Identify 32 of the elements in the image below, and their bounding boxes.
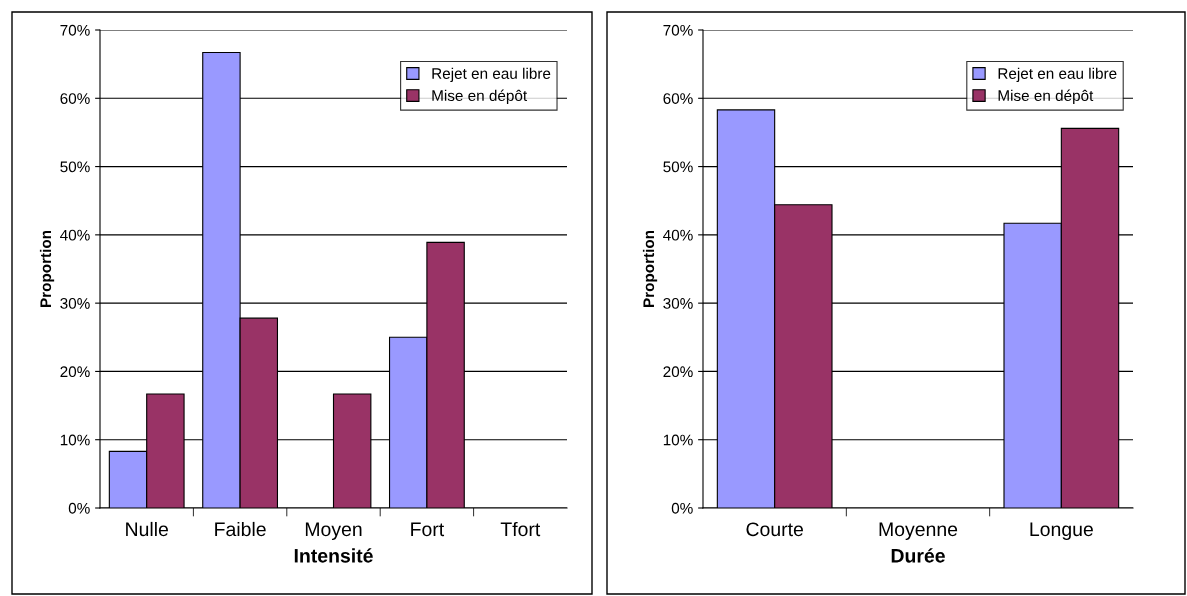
x-tick-label: Faible (215, 521, 266, 537)
x-axis-title: Durée (891, 548, 945, 563)
x-tick-label: Longue (1030, 522, 1093, 541)
x-axis-title: Intensité (294, 548, 373, 563)
y-tick-label: 70% (60, 24, 90, 36)
y-tick-label: 20% (60, 366, 90, 378)
y-tick-label: 20% (663, 366, 693, 378)
x-tick-label: Nulle (126, 521, 168, 537)
y-axis-title: Proportion (642, 230, 658, 308)
y-axis-title: Proportion (39, 230, 55, 308)
legend-label: Mise en dépôt (432, 89, 528, 105)
y-tick-label: 10% (663, 434, 693, 446)
y-tick-label: 70% (663, 24, 693, 36)
y-tick-label: 60% (663, 93, 693, 104)
x-tick-label: Moyenne (879, 522, 958, 541)
legend-label: Rejet en eau libre (432, 67, 551, 82)
x-tick-label: Courte (746, 522, 803, 537)
x-tick-label: Tfort (500, 521, 541, 537)
y-tick-label: 60% (60, 93, 90, 104)
x-tick-label: Moyen (305, 522, 362, 541)
legend-label: Mise en dépôt (998, 89, 1094, 105)
y-tick-label: 40% (60, 229, 90, 241)
legend-label: Rejet en eau libre (998, 67, 1117, 82)
y-tick-label: 10% (60, 434, 90, 446)
y-tick-label: 0% (671, 502, 693, 514)
x-tick-label: Fort (411, 522, 445, 537)
y-tick-label: 30% (663, 298, 693, 309)
y-tick-label: 0% (68, 502, 90, 514)
y-tick-label: 50% (663, 161, 693, 173)
y-tick-label: 30% (60, 298, 90, 309)
y-tick-label: 40% (663, 229, 693, 241)
y-tick-label: 50% (60, 161, 90, 173)
